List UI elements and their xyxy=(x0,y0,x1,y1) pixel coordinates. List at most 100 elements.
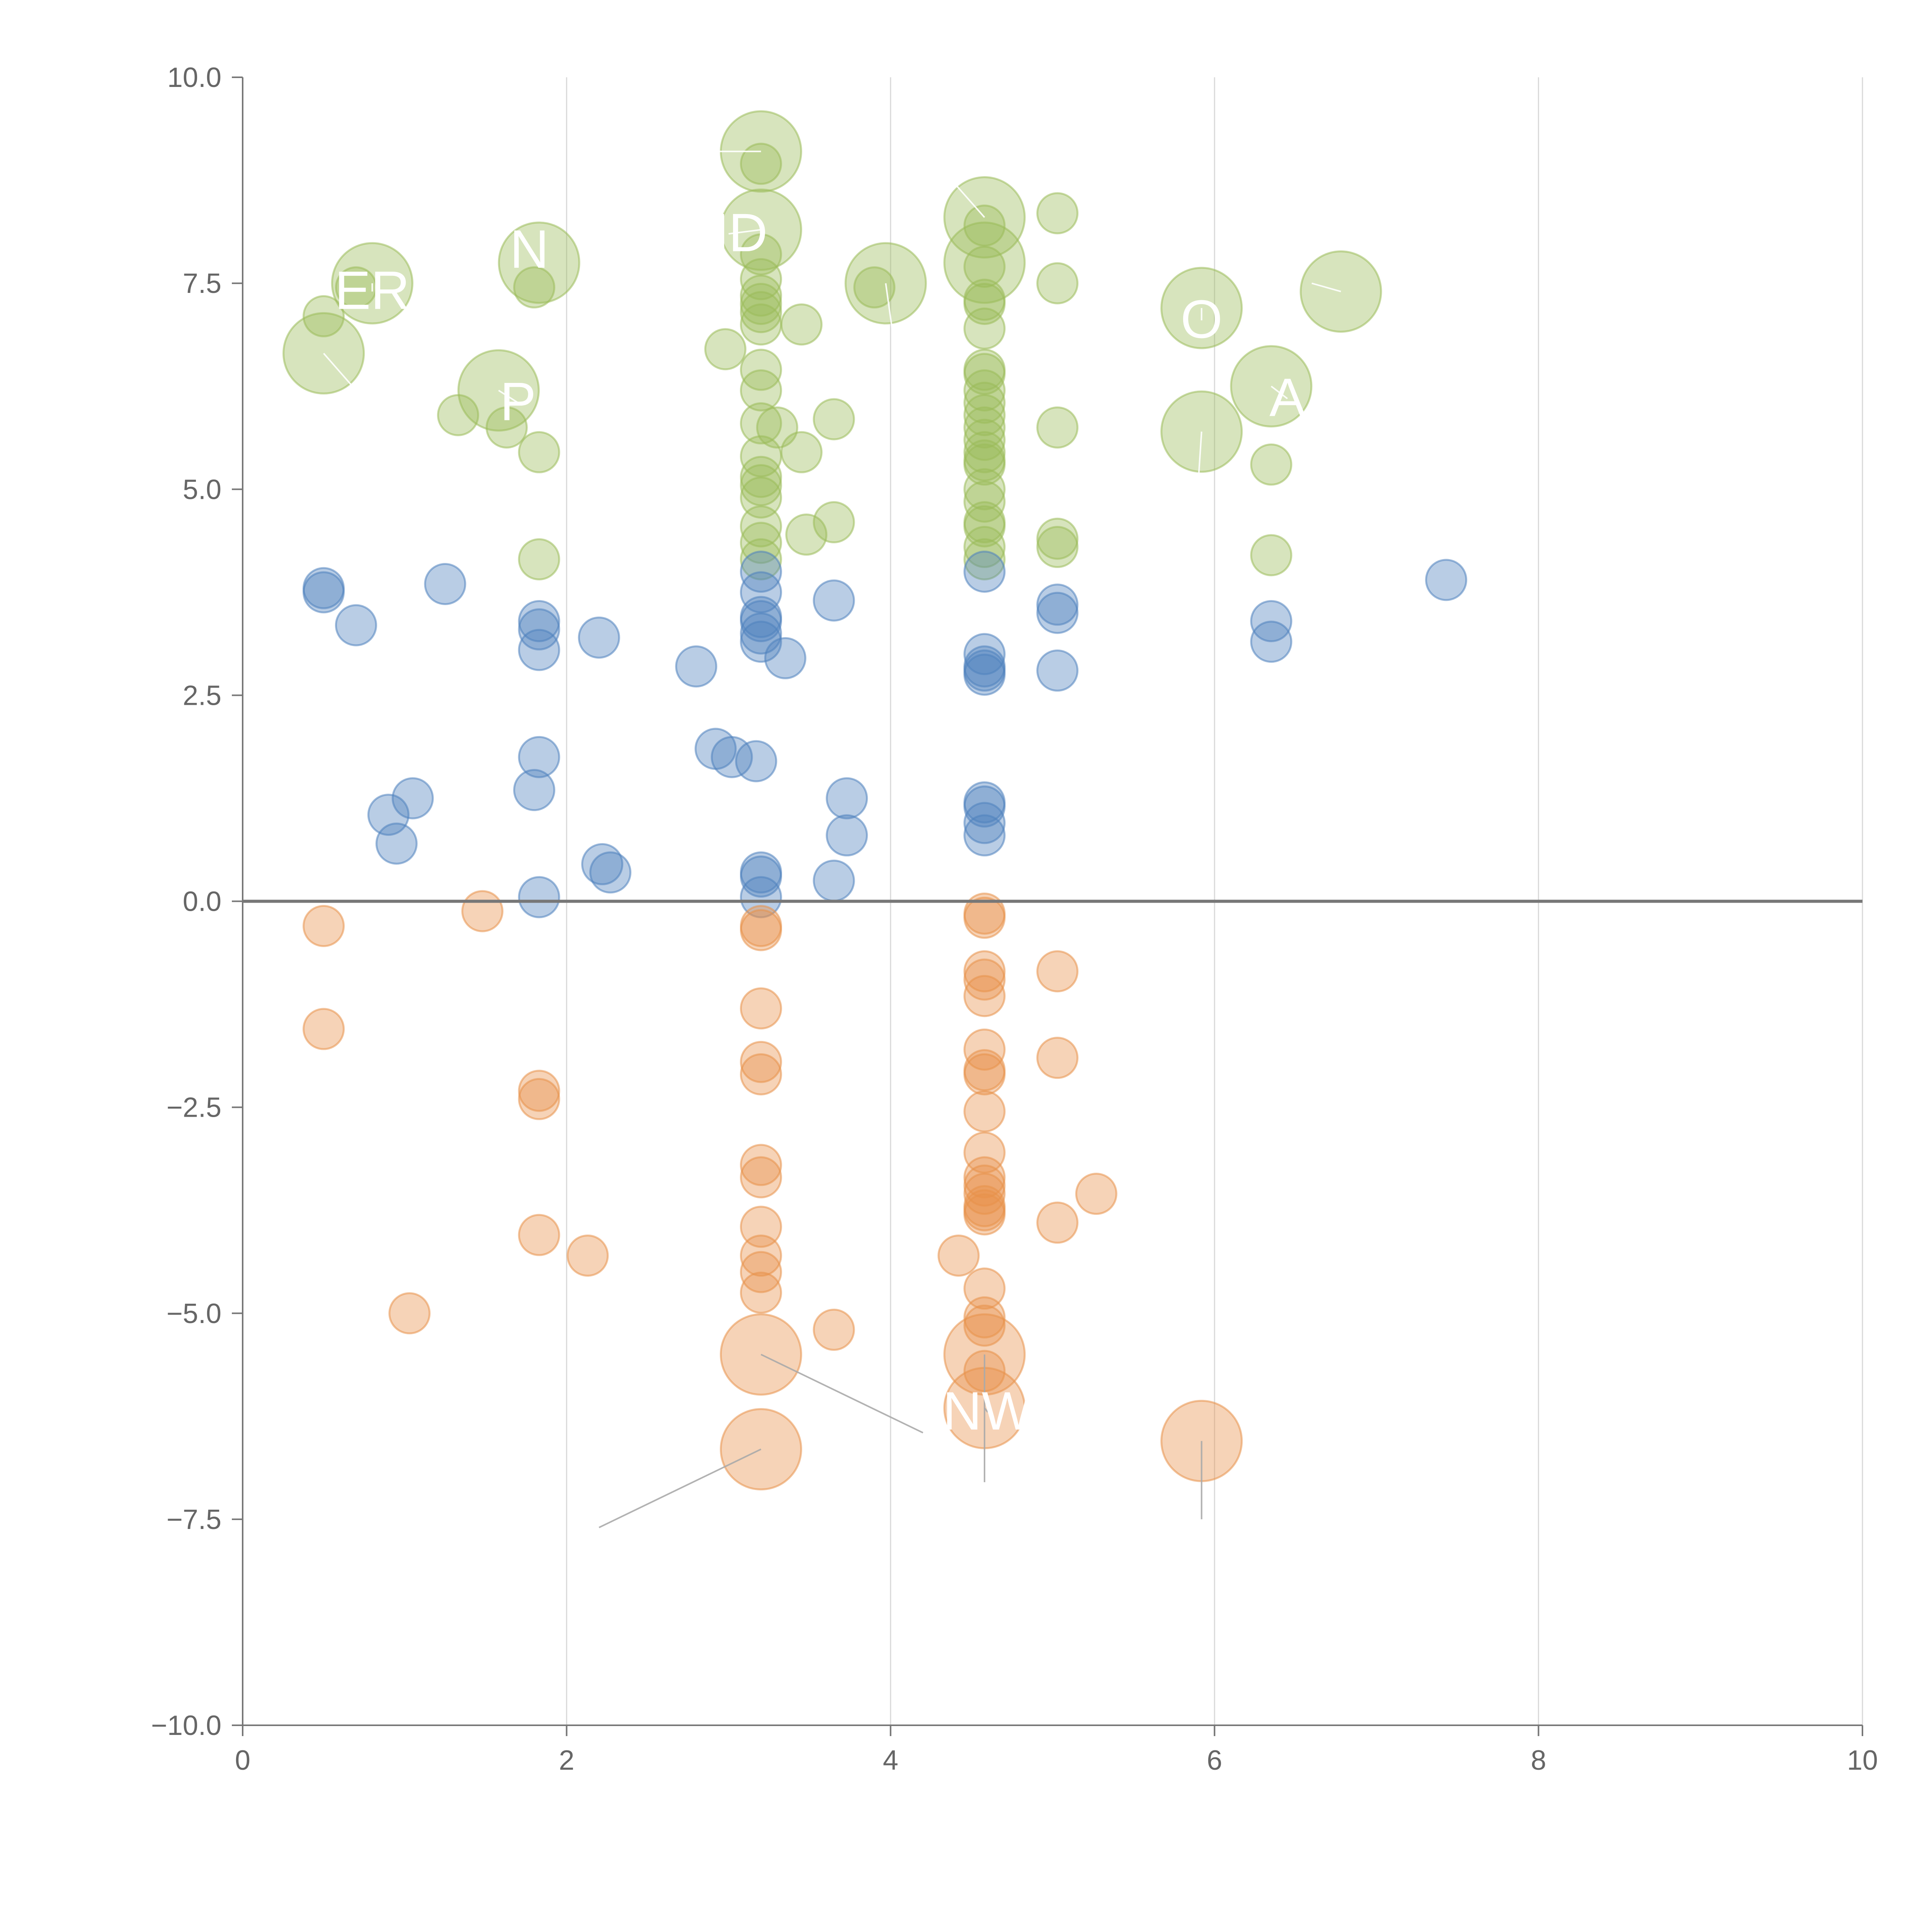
positive-bubble xyxy=(963,406,1006,449)
neutral-bubble xyxy=(589,851,632,894)
negative-bubble xyxy=(963,1090,1006,1133)
negative-bubble xyxy=(740,1271,782,1314)
negative-bubble xyxy=(740,987,782,1030)
neutral-bubble xyxy=(1425,559,1468,601)
positive-bubble xyxy=(518,538,560,581)
neutral-bubble xyxy=(740,876,782,918)
negative-bubble xyxy=(303,905,345,947)
y-tick-label: −5.0 xyxy=(167,1298,221,1329)
positive-bubble xyxy=(963,468,1006,510)
neutral-bubble xyxy=(963,785,1006,828)
positive-bubble xyxy=(780,431,823,473)
leader-line xyxy=(323,353,357,391)
neutral-bubble xyxy=(518,736,560,778)
positive-bubble xyxy=(1250,443,1293,486)
positive-bubble xyxy=(963,353,1006,395)
x-tick-label: 0 xyxy=(235,1745,250,1776)
positive-bubble xyxy=(963,443,1006,486)
leader-line xyxy=(1311,282,1341,293)
neutral-bubble xyxy=(581,843,624,886)
y-tick-label: 7.5 xyxy=(183,268,221,299)
positive-bubble xyxy=(485,406,528,449)
bubble-label: O xyxy=(1180,289,1223,349)
positive-bubble xyxy=(785,514,828,556)
negative-bubble xyxy=(740,1053,782,1095)
neutral-bubble xyxy=(1036,649,1079,692)
positive-bubble xyxy=(740,464,782,507)
positive-large-bubble xyxy=(943,221,1026,304)
negative-bubble xyxy=(1036,1037,1079,1079)
neutral-bubble xyxy=(518,629,560,671)
neutral-bubble xyxy=(578,616,620,659)
neutral-bubble xyxy=(303,571,345,614)
positive-bubble xyxy=(740,369,782,412)
leader-line xyxy=(599,1448,762,1529)
neutral-bubble xyxy=(764,637,806,679)
positive-bubble xyxy=(740,538,782,581)
positive-bubble xyxy=(813,501,855,544)
y-tick-label: −10.0 xyxy=(151,1710,221,1741)
positive-bubble xyxy=(740,505,782,548)
positive-bubble xyxy=(513,266,556,309)
positive-bubble xyxy=(704,328,747,371)
positive-bubble xyxy=(1250,534,1293,577)
positive-bubble xyxy=(963,381,1006,424)
positive-bubble xyxy=(740,233,782,276)
leader-line xyxy=(498,389,519,404)
positive-bubble xyxy=(335,266,377,309)
neutral-bubble xyxy=(518,876,560,918)
negative-bubble xyxy=(303,1008,345,1050)
negative-bubble xyxy=(740,909,782,951)
bubble-labels: ER P N ND OA NW xyxy=(323,150,1341,1529)
bubble-label: ER xyxy=(335,260,410,320)
positive-bubble xyxy=(740,291,782,333)
positive-bubble xyxy=(963,538,1006,581)
positive-bubble xyxy=(740,143,782,185)
positive-bubble xyxy=(853,266,896,309)
neutral-bubble xyxy=(675,645,718,688)
positive-bubble xyxy=(740,402,782,445)
neutral-bubble xyxy=(735,740,777,782)
neutral-bubble xyxy=(963,653,1006,696)
neutral-bubble xyxy=(1036,592,1079,634)
positive-bubble xyxy=(740,303,782,346)
negative-bubble xyxy=(963,1131,1006,1174)
neutral-bubble xyxy=(963,814,1006,857)
neutral-bubble xyxy=(963,802,1006,844)
negative-bubble xyxy=(813,1308,855,1351)
positive-bubble xyxy=(963,204,1006,247)
leader-line xyxy=(529,250,540,264)
negative-bubble xyxy=(740,1041,782,1083)
negative-bubble xyxy=(740,1234,782,1277)
tick-labels: 0 2 4 6 8 10 10.0 7.5 5.0 2.5 0.0 −2.5 −5.0 −7.5 −10.0 xyxy=(151,62,1878,1776)
neutral-bubble xyxy=(813,579,855,622)
y-tick-label: −7.5 xyxy=(167,1504,221,1535)
negative-bubble xyxy=(963,975,1006,1017)
leader-line xyxy=(954,184,985,218)
negative-bubble xyxy=(518,1078,560,1120)
y-tick-label: 5.0 xyxy=(183,474,221,505)
bubble-label: P xyxy=(500,371,536,432)
bubble-label: ND xyxy=(689,202,767,263)
negative-bubble xyxy=(1036,950,1079,993)
negative-bubble xyxy=(963,1053,1006,1095)
negative-bubble xyxy=(963,1193,1006,1236)
neutral-bubble xyxy=(424,563,466,605)
neutral-bubble xyxy=(826,777,868,820)
negative-bubble xyxy=(388,1292,431,1335)
positive-bubble xyxy=(963,394,1006,436)
positive-bubble xyxy=(518,431,560,473)
positive-bubble xyxy=(740,522,782,564)
y-tick-label: 2.5 xyxy=(183,680,221,711)
negative-bubble xyxy=(1075,1173,1117,1215)
leader-line xyxy=(1197,431,1202,481)
neutral-bubble xyxy=(963,551,1006,593)
x-tick-label: 6 xyxy=(1207,1745,1222,1776)
neutral-bubble xyxy=(740,571,782,614)
negative-bubble xyxy=(566,1234,609,1277)
neutral-bubble xyxy=(367,794,410,836)
positive-bubble xyxy=(963,282,1006,325)
positive-bubble xyxy=(963,369,1006,412)
axes xyxy=(242,77,1862,1726)
